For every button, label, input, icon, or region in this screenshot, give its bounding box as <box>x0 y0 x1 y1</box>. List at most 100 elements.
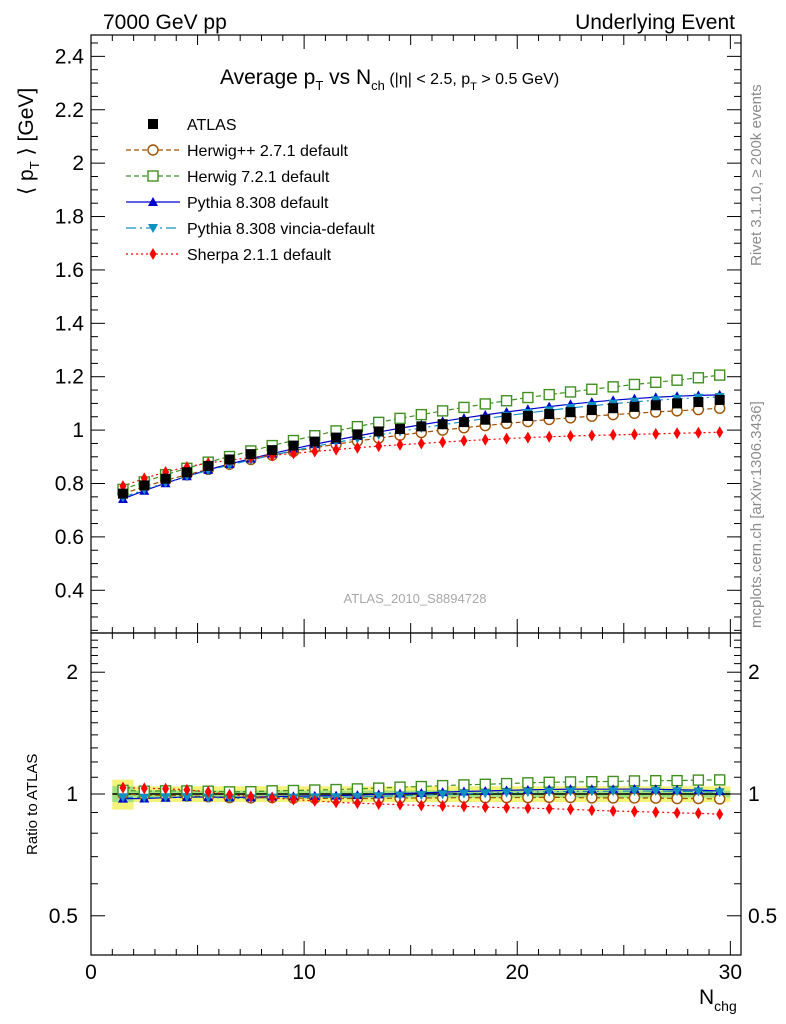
chart-title: Average pT vs Nch (|η| < 2.5, pT > 0.5 G… <box>220 66 559 93</box>
series-point-ratio <box>652 806 660 819</box>
series-point-main <box>332 443 340 456</box>
y-axis-label: ⟨ pT ⟩ [GeV] <box>15 88 42 195</box>
xlabel-sub: chg <box>714 998 737 1014</box>
series-point-ratio <box>375 797 383 810</box>
legend: ATLAS Herwig++ 2.7.1 default Herwig 7.2.… <box>126 117 375 264</box>
series-point-ratio <box>693 787 704 797</box>
data-point <box>245 449 256 460</box>
series-point-main <box>607 381 619 393</box>
data-point <box>160 473 171 484</box>
data-point <box>480 414 491 425</box>
data-point <box>650 400 661 411</box>
series-point-main <box>630 428 638 441</box>
y-tick-label: 0.4 <box>55 579 85 602</box>
series-point-ratio <box>692 774 705 786</box>
xlabel-main: N <box>699 986 714 1009</box>
series-point-main <box>543 388 555 401</box>
series-point-ratio <box>713 774 726 786</box>
ratio-y-tick-label: 1 <box>66 783 78 806</box>
y-tick-label: 2.2 <box>55 99 84 122</box>
ratio-y-tick-label-right: 2 <box>748 661 760 684</box>
series-point-main <box>458 401 470 414</box>
series-point-main <box>396 438 404 451</box>
series-point-ratio <box>501 788 512 798</box>
series-point-ratio <box>119 781 127 794</box>
y-tick-label: 2.4 <box>55 45 85 68</box>
series-point-main <box>628 378 641 391</box>
legend-marker <box>147 170 159 182</box>
series-point-ratio <box>160 793 171 803</box>
title-sub1: T <box>315 78 323 93</box>
legend-label-atlas: ATLAS <box>187 117 237 134</box>
data-point <box>714 394 725 405</box>
y-tick-label: 0.8 <box>55 473 84 496</box>
series-point-main <box>652 427 660 440</box>
series-point-ratio <box>395 791 406 801</box>
series-point-main <box>609 428 617 441</box>
series-point-ratio <box>524 802 532 815</box>
series-point-main <box>694 426 702 439</box>
series-point-main <box>692 372 705 384</box>
series-point-ratio <box>396 798 404 811</box>
ylabel-sub: T <box>27 161 42 169</box>
data-point <box>373 426 384 437</box>
legend-label-sherpa: Sherpa 2.1.1 default <box>187 247 332 264</box>
series-point-ratio <box>671 774 683 787</box>
data-point <box>565 407 576 418</box>
series-point-main <box>375 440 383 453</box>
data-point <box>629 401 640 412</box>
data-point <box>416 421 427 432</box>
series-point-ratio <box>437 790 448 800</box>
series-line-main <box>122 431 720 487</box>
series-point-ratio <box>714 788 725 798</box>
data-point <box>586 405 597 416</box>
series-point-main <box>567 429 575 442</box>
series-point-ratio <box>289 793 297 806</box>
series-point-main <box>545 430 553 443</box>
ratio-y-tick-label-right: 0.5 <box>748 905 777 928</box>
series-point-main <box>673 427 681 440</box>
series-point-main <box>500 395 513 407</box>
series-point-main <box>713 369 726 381</box>
series-point-main <box>353 441 361 454</box>
series-point-ratio <box>416 791 427 801</box>
title-mid: vs N <box>323 66 371 89</box>
series-point-ratio <box>247 790 255 803</box>
series-point-main <box>586 383 598 395</box>
title-sub2: ch <box>371 78 385 93</box>
ratio-y-tick-label: 2 <box>66 661 78 684</box>
series-point-ratio <box>629 786 640 796</box>
series-point-main <box>417 437 425 450</box>
series-point-ratio <box>140 782 148 795</box>
series-point-ratio <box>567 803 575 816</box>
series-point-ratio <box>544 787 555 797</box>
series-point-ratio <box>650 786 661 796</box>
series-point-main <box>524 431 532 444</box>
data-point <box>139 480 150 491</box>
axis-ticks <box>90 35 741 956</box>
ratio-y-tick-label: 0.5 <box>49 905 78 928</box>
series-point-ratio <box>609 805 617 818</box>
y-tick-label: 0.6 <box>55 526 84 549</box>
y-tick-label: 1.8 <box>55 206 84 229</box>
data-point <box>608 403 619 414</box>
ylabel-close: ⟩ [GeV] <box>15 88 38 162</box>
x-tick-label: 30 <box>719 961 742 984</box>
series-point-ratio <box>373 792 384 802</box>
series-point-ratio <box>203 793 214 803</box>
series-point-main <box>564 386 577 398</box>
title-small: (|η| < 2.5, p <box>385 71 470 88</box>
series-point-ratio <box>226 788 234 801</box>
data-point <box>203 460 214 471</box>
data-point <box>352 429 363 440</box>
series-point-ratio <box>586 787 597 797</box>
series-point-ratio <box>460 800 468 813</box>
data-point <box>672 398 683 409</box>
series-point-ratio <box>545 802 553 815</box>
series-point-ratio <box>311 794 319 807</box>
series-point-ratio <box>417 799 425 812</box>
series-point-main <box>460 434 468 447</box>
x-tick-label: 0 <box>85 961 97 984</box>
series-markers <box>117 369 726 821</box>
